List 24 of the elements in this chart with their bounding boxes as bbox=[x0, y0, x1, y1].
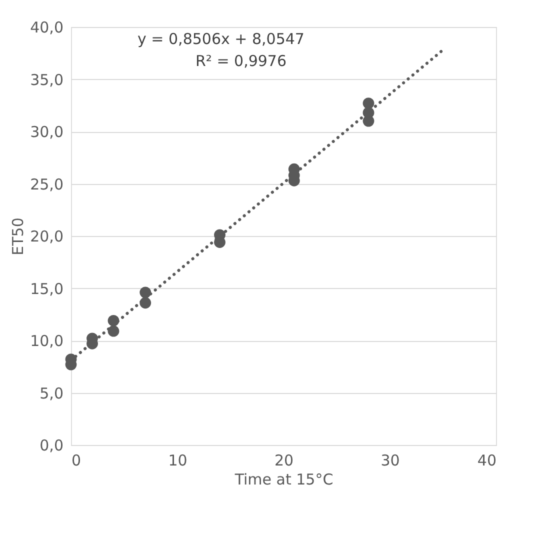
y-tick-label: 0,0 bbox=[40, 436, 64, 454]
x-tick-label: 30 bbox=[380, 452, 400, 470]
point bbox=[362, 98, 374, 109]
point bbox=[108, 325, 120, 337]
point bbox=[140, 286, 152, 298]
y-tick-label: 15,0 bbox=[30, 280, 64, 298]
x-tick-label: 40 bbox=[477, 452, 496, 470]
point bbox=[140, 297, 152, 309]
y-tick-label: 35,0 bbox=[30, 70, 64, 89]
y-tick-label: 40,0 bbox=[30, 18, 64, 36]
y-tick-label: 30,0 bbox=[30, 123, 64, 141]
x-tick-label: 20 bbox=[274, 452, 294, 470]
y-tick-label: 10,0 bbox=[30, 332, 64, 350]
annotation: y = 0,8506x + 8,0547 bbox=[138, 30, 304, 48]
point bbox=[362, 107, 374, 118]
y-tick-label: 20,0 bbox=[30, 228, 64, 246]
y-tick-label: 5,0 bbox=[40, 384, 64, 402]
annotation: R² = 0,9976 bbox=[195, 52, 287, 70]
x-tick-label: 0 bbox=[72, 452, 82, 470]
x-axis-title: Time at 15°C bbox=[234, 470, 334, 488]
point bbox=[108, 314, 120, 326]
y-tick-label: 25,0 bbox=[30, 175, 64, 194]
x-tick-label: 10 bbox=[168, 452, 188, 470]
y-axis-title: ET50 bbox=[9, 218, 28, 256]
